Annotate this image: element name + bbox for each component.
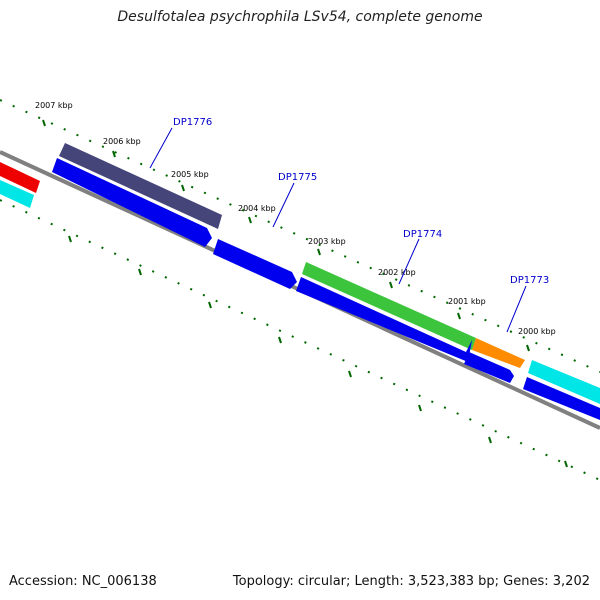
major-tick [457, 312, 461, 320]
gene-red [0, 162, 40, 193]
inner-major-tick [208, 301, 212, 309]
gene-label[interactable]: DP1773 [510, 275, 549, 286]
tick-label: 2003 kbp [308, 237, 346, 246]
gene-dp1774 [302, 262, 476, 350]
gene-blue [52, 158, 212, 247]
gene-label[interactable]: DP1774 [403, 229, 442, 240]
leader-dp1775 [272, 182, 295, 228]
inner-tick-ring [0, 199, 600, 481]
major-tick [526, 344, 530, 352]
gene-blue [523, 377, 600, 420]
tick-label: 2002 kbp [378, 268, 416, 277]
major-tick [112, 150, 116, 158]
inner-major-tick [278, 336, 282, 344]
inner-major-tick [348, 370, 352, 378]
gene-blue [296, 277, 472, 362]
inner-major-tick [68, 235, 72, 243]
tick-label: 2004 kbp [238, 204, 276, 213]
inner-major-tick [138, 268, 142, 276]
gene-cyan [528, 360, 600, 404]
label-leaders [149, 127, 527, 333]
reverse-genes [0, 158, 600, 420]
major-tick [42, 119, 46, 127]
inner-major-tick [418, 404, 422, 412]
major-tick [317, 248, 321, 256]
gene-blue [464, 352, 514, 383]
gene-dp1773 [472, 338, 525, 368]
gene-label[interactable]: DP1776 [173, 117, 212, 128]
forward-genes [0, 143, 600, 404]
gene-dp1775 [213, 239, 297, 289]
major-tick [389, 281, 393, 289]
tick-label: 2001 kbp [448, 297, 486, 306]
genome-summary: Topology: circular; Length: 3,523,383 bp… [232, 574, 590, 589]
inner-major-tick [564, 460, 568, 468]
leader-dp1773 [506, 285, 527, 333]
genome-title: Desulfotalea psychrophila LSv54, complet… [117, 9, 483, 25]
major-tick [181, 184, 185, 192]
tick-label: 2005 kbp [171, 170, 209, 179]
leader-dp1776 [149, 127, 173, 169]
inner-major-ticks [68, 235, 568, 468]
gene-dp1776 [59, 143, 222, 229]
major-tick [248, 216, 252, 224]
leader-dp1774 [398, 238, 420, 285]
tick-label: 2006 kbp [103, 137, 141, 146]
gene-label[interactable]: DP1775 [278, 172, 317, 183]
outer-tick-ring [0, 99, 600, 373]
major-ticks [42, 119, 530, 352]
gene-cyan-left [0, 180, 34, 208]
accession-text: Accession: NC_006138 [9, 574, 157, 589]
inner-major-tick [488, 436, 492, 444]
tick-label: 2007 kbp [35, 101, 73, 110]
tick-label: 2000 kbp [518, 327, 556, 336]
